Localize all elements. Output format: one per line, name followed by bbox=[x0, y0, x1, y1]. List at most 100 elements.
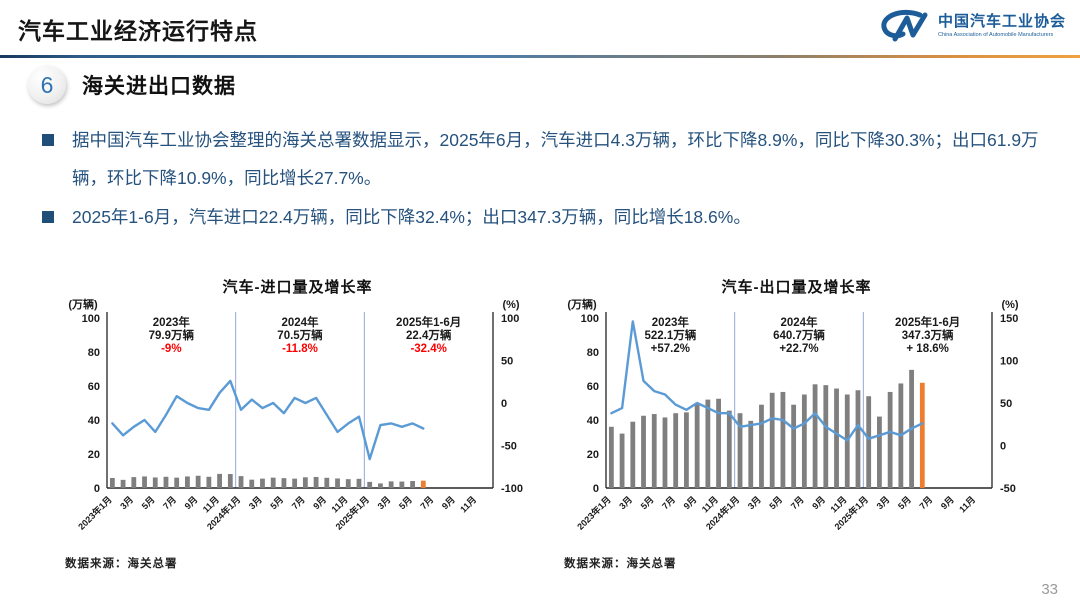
bar bbox=[313, 476, 319, 488]
org-logo: 中国汽车工业协会 China Association of Automobile… bbox=[874, 8, 1066, 44]
bar bbox=[780, 391, 786, 488]
right-axis-tick: 0 bbox=[501, 398, 507, 410]
bar bbox=[684, 412, 689, 488]
x-axis-label: 11月 bbox=[957, 494, 977, 514]
bar bbox=[737, 413, 743, 488]
right-axis-tick: 100 bbox=[501, 313, 519, 325]
bar bbox=[367, 481, 373, 488]
bar bbox=[630, 421, 636, 488]
annotation-year: 2025年1-6月 bbox=[895, 315, 960, 329]
x-axis-label: 5月 bbox=[268, 494, 285, 511]
x-axis-label: 3月 bbox=[617, 494, 634, 511]
bar bbox=[335, 478, 340, 488]
right-axis-tick: -100 bbox=[501, 483, 523, 495]
x-axis-label: 7月 bbox=[290, 494, 307, 511]
bar bbox=[324, 477, 330, 488]
left-axis-tick: 40 bbox=[587, 415, 599, 427]
bar-highlighted bbox=[919, 382, 925, 488]
bar bbox=[249, 479, 255, 488]
x-axis-label: 3月 bbox=[376, 494, 393, 511]
bar bbox=[206, 476, 212, 488]
x-axis-label: 3月 bbox=[247, 494, 264, 511]
x-axis-label: 9月 bbox=[939, 494, 956, 511]
annotation-growth: -9% bbox=[161, 343, 181, 355]
x-axis-label: 7月 bbox=[660, 494, 677, 511]
section-heading-row: 6 海关进出口数据 bbox=[28, 66, 236, 104]
annotation-year: 2024年 bbox=[780, 315, 818, 329]
bar bbox=[281, 478, 287, 488]
bar bbox=[855, 390, 861, 488]
annotation-year: 2023年 bbox=[652, 315, 690, 329]
bar bbox=[887, 391, 893, 488]
bar bbox=[619, 433, 625, 488]
left-axis-tick: 100 bbox=[581, 313, 599, 325]
x-axis-label: 5月 bbox=[397, 494, 414, 511]
bar bbox=[217, 473, 222, 488]
caam-logo-icon bbox=[881, 9, 928, 42]
left-axis-tick: 20 bbox=[88, 449, 100, 461]
bar bbox=[823, 385, 829, 488]
x-axis-label: 7月 bbox=[789, 494, 806, 511]
bullet-item: 据中国汽车工业协会整理的海关总署数据显示，2025年6月，汽车进口4.3万辆，环… bbox=[40, 122, 1050, 197]
bar bbox=[163, 476, 169, 488]
bar bbox=[260, 478, 265, 488]
annotation-growth: +22.7% bbox=[779, 343, 818, 355]
bar bbox=[388, 481, 394, 488]
bar bbox=[608, 426, 614, 488]
right-axis-tick: 0 bbox=[1000, 441, 1006, 453]
right-axis-unit: (%) bbox=[1001, 299, 1018, 311]
right-axis-tick: 100 bbox=[1000, 356, 1018, 368]
bar bbox=[748, 420, 754, 488]
bar bbox=[356, 478, 362, 488]
bar bbox=[812, 384, 818, 488]
bar bbox=[109, 477, 115, 488]
right-axis-tick: 50 bbox=[1000, 398, 1012, 410]
header-divider bbox=[0, 55, 1080, 58]
bar bbox=[227, 474, 233, 488]
bar bbox=[185, 476, 190, 488]
bar bbox=[142, 476, 147, 488]
bullet-square-icon bbox=[42, 134, 54, 146]
bar bbox=[292, 478, 298, 488]
annotation-volume: 640.7万辆 bbox=[773, 328, 825, 342]
left-axis-tick: 20 bbox=[587, 449, 599, 461]
org-logo-text: 中国汽车工业协会 China Association of Automobile… bbox=[937, 12, 1066, 39]
bar bbox=[726, 410, 732, 488]
bullet-square-icon bbox=[42, 211, 54, 224]
bar bbox=[673, 413, 679, 488]
left-axis-unit: (万辆) bbox=[567, 298, 597, 311]
bar bbox=[716, 398, 721, 488]
bullet-text: 据中国汽车工业协会整理的海关总署数据显示，2025年6月，汽车进口4.3万辆，环… bbox=[72, 130, 1039, 188]
bar bbox=[641, 415, 646, 488]
right-axis-tick: -50 bbox=[501, 441, 517, 453]
left-axis-tick: 80 bbox=[88, 347, 100, 359]
bar bbox=[801, 394, 807, 488]
growth-line bbox=[610, 320, 924, 442]
bullet-list: 据中国汽车工业协会整理的海关总署数据显示，2025年6月，汽车进口4.3万辆，环… bbox=[40, 122, 1050, 239]
left-axis-tick: 60 bbox=[587, 381, 599, 393]
x-axis-label: 9月 bbox=[682, 494, 699, 511]
annotation-growth: -32.4% bbox=[410, 343, 446, 355]
bar bbox=[238, 476, 244, 488]
x-axis-label: 3月 bbox=[746, 494, 763, 511]
import-chart-source: 数据来源：海关总署 bbox=[65, 558, 178, 570]
x-axis-label: 2023年1月 bbox=[76, 494, 114, 532]
bar bbox=[399, 481, 405, 488]
bar-highlighted bbox=[420, 480, 426, 488]
charts-row: 汽车-进口量及增长率 (万辆) (%) 100 80 60 40 20 0 100 50 0 -50 -… bbox=[55, 276, 1039, 571]
x-axis-label: 7月 bbox=[161, 494, 178, 511]
annotation-growth: -11.8% bbox=[282, 343, 318, 355]
x-axis-label: 9月 bbox=[440, 494, 457, 511]
x-axis-label: 11月 bbox=[458, 494, 478, 514]
import-chart-title: 汽车-进口量及增长率 bbox=[222, 279, 373, 296]
bar bbox=[195, 475, 201, 488]
annotation-year: 2023年 bbox=[153, 315, 191, 329]
x-axis-label: 7月 bbox=[917, 494, 934, 511]
annotation-volume: 522.1万辆 bbox=[644, 328, 696, 342]
page-title: 汽车工业经济运行特点 bbox=[18, 18, 258, 44]
bar bbox=[302, 477, 308, 488]
left-axis-unit: (万辆) bbox=[68, 298, 98, 311]
org-name-cn: 中国汽车工业协会 bbox=[937, 12, 1066, 30]
right-axis-tick: 150 bbox=[1000, 313, 1018, 325]
export-chart-block: 汽车-出口量及增长率 (万辆) (%) 100 80 60 40 20 0 150 100 50 0-… bbox=[554, 276, 1039, 571]
